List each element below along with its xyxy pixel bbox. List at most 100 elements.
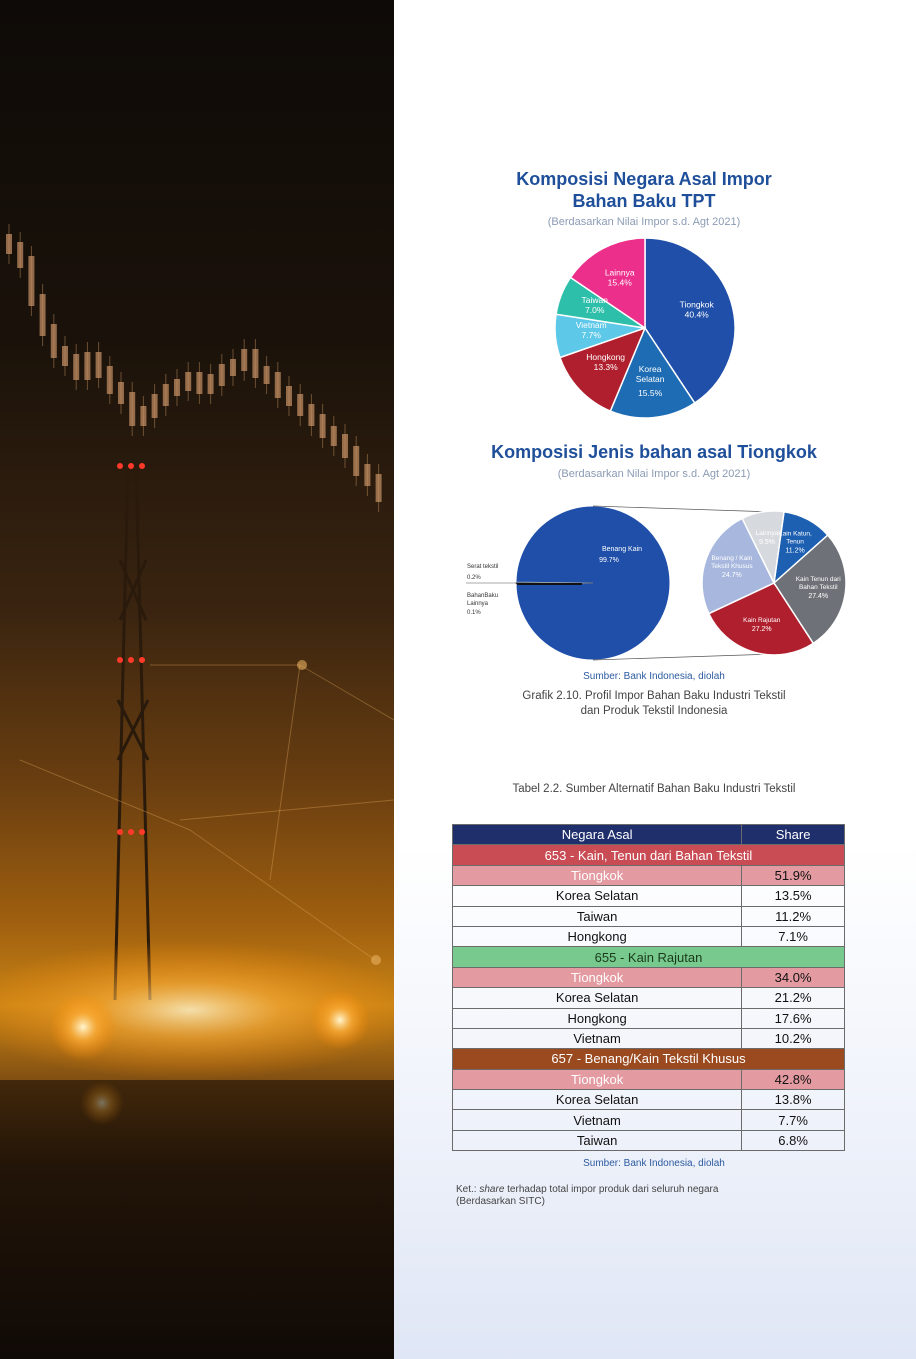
candle (218, 364, 225, 386)
pie3-slice-4 (741, 510, 785, 586)
group-header-row: 653 - Kain, Tenun dari Bahan Tekstil (452, 844, 845, 866)
share-cell: 17.6% (741, 1007, 845, 1029)
share-cell: 7.1% (741, 925, 845, 948)
candle (353, 446, 360, 476)
pie3-slice-label: Bahan Tekstil (799, 584, 838, 591)
pie3-slice-1 (773, 534, 847, 645)
share-cell: 6.8% (741, 1129, 845, 1152)
share-cell: 51.9% (741, 864, 845, 887)
group-header-row: 655 - Kain Rajutan (452, 946, 845, 968)
candle (308, 404, 315, 426)
note-prefix: Ket.: (456, 1184, 480, 1195)
candle (162, 384, 169, 406)
pie2-slice-label: Benang Kain (602, 546, 642, 553)
chart2-subtitle: (Berdasarkan Nilai Impor s.d. Agt 2021) (557, 468, 751, 480)
share-cell: 11.2% (741, 905, 845, 927)
pie1-slice-5 (569, 237, 646, 330)
table-row: Korea Selatan 21.2% (451, 987, 845, 1009)
pie1-slice-value: 15.4% (608, 277, 633, 287)
pie1-slice-label: Vietnam (576, 320, 607, 330)
candle (95, 352, 102, 378)
table-row: Taiwan 6.8% (451, 1129, 845, 1152)
country-cell: Tiongkok (451, 966, 743, 989)
table-row: Korea Selatan 13.8% (451, 1089, 845, 1111)
pie1-slice-1 (609, 326, 696, 419)
pie3-slice-3 (701, 517, 776, 615)
content-panel: Komposisi Negara Asal Impor Bahan Baku T… (394, 0, 916, 1359)
pie1-slice-2 (559, 326, 647, 413)
table-title: Tabel 2.2. Sumber Alternatif Bahan Baku … (512, 783, 796, 795)
candle (342, 434, 348, 458)
candle (84, 352, 91, 380)
chart1-title-line1: Komposisi Negara Asal Impor (516, 169, 772, 189)
share-cell: 7.7% (741, 1109, 845, 1131)
connector-line (592, 505, 775, 513)
candle (17, 242, 24, 268)
table-note: Ket.: share terhadap total impor produk … (456, 1184, 816, 1208)
pie3-slice-label: Lainnya (756, 530, 779, 537)
table-row: Hongkong 7.1% (451, 925, 845, 948)
column-header: Share (741, 823, 845, 846)
candle (28, 256, 35, 306)
pie1-slice-value: 15.5% (638, 388, 663, 398)
pie2-slice-value: 0.1% (467, 610, 481, 616)
group-name: 655 - Kain Rajutan (452, 946, 845, 968)
table-row: Tiongkok 34.0% (451, 966, 845, 989)
share-cell: 21.2% (741, 987, 845, 1009)
pie3-slice-label: Tenun (786, 539, 804, 546)
table-source: Sumber: Bank Indonesia, diolah (583, 1158, 725, 1169)
candle (375, 474, 382, 502)
candle (73, 354, 80, 380)
chart1-title-line2: Bahan Baku TPT (572, 191, 716, 211)
candle (241, 349, 248, 371)
pie3-slice-2 (707, 582, 815, 656)
country-cell: Vietnam (451, 1109, 743, 1131)
pie3-slice-label: Kain Tenun dari (796, 576, 841, 583)
table-header-row: Negara Asal Share (451, 823, 845, 846)
sources-table: Negara Asal Share 653 - Kain, Tenun dari… (451, 823, 845, 1152)
figure-caption-line2: dan Produk Tekstil Indonesia (580, 705, 728, 717)
candle (50, 324, 57, 358)
pie3-slice-value: 24.7% (722, 572, 742, 579)
candle (106, 366, 113, 394)
chart2-title: Komposisi Jenis bahan asal Tiongkok (491, 442, 817, 462)
pie1-slice-value: 7.7% (582, 330, 602, 340)
share-cell: 42.8% (741, 1068, 845, 1091)
pie1-slice-label: Tiongkok (680, 299, 715, 309)
chart1-title: Komposisi Negara Asal Impor Bahan Baku T… (494, 168, 794, 212)
country-cell: Tiongkok (451, 864, 743, 887)
table-row: Vietnam 7.7% (451, 1109, 845, 1131)
pie1-slice-value: 7.0% (585, 305, 605, 315)
country-cell: Vietnam (451, 1027, 743, 1050)
note-text: terhadap total impor produk dari seluruh… (504, 1184, 719, 1195)
pie3-slice-label: Tekstil Khusus (711, 563, 753, 570)
country-cell: Korea Selatan (451, 987, 743, 1009)
pie3-slice-value: 27.2% (752, 626, 772, 633)
column-header: Negara Asal (451, 823, 743, 846)
candle (174, 379, 180, 396)
figure-caption: Grafik 2.10. Profil Impor Bahan Baku Ind… (464, 689, 844, 719)
share-cell: 10.2% (741, 1027, 845, 1050)
candle (62, 346, 68, 366)
pie1-slice-value: 13.3% (594, 362, 619, 372)
table-row: Vietnam 10.2% (451, 1027, 845, 1050)
candle (39, 294, 46, 336)
share-cell: 13.8% (741, 1089, 845, 1111)
pie1-slice-label: Taiwan (582, 295, 609, 305)
pie2-slice-value: 99.7% (599, 557, 619, 564)
candle (297, 394, 304, 416)
chart1-subtitle: (Berdasarkan Nilai Impor s.d. Agt 2021) (547, 216, 741, 228)
candle (6, 234, 12, 254)
note-line2: (Berdasarkan SITC) (456, 1196, 545, 1207)
connector-line (592, 653, 775, 661)
pie2-slice-label: Lainnya (467, 601, 489, 607)
pie-chart-jenis-bahan: Benang Kain 99.7% Serat tekstil 0.2% BahanBa… (466, 505, 847, 661)
pie2-slice-label: BahanBaku (467, 593, 498, 599)
country-cell: Taiwan (451, 905, 743, 927)
candle (230, 359, 236, 376)
pie1-slice-label: Lainnya (605, 267, 635, 277)
table-row: Tiongkok 51.9% (451, 864, 845, 887)
pie2-slice-value: 0.2% (467, 575, 481, 581)
candle (185, 372, 192, 391)
pie1-slice-label: Selatan (636, 374, 665, 384)
